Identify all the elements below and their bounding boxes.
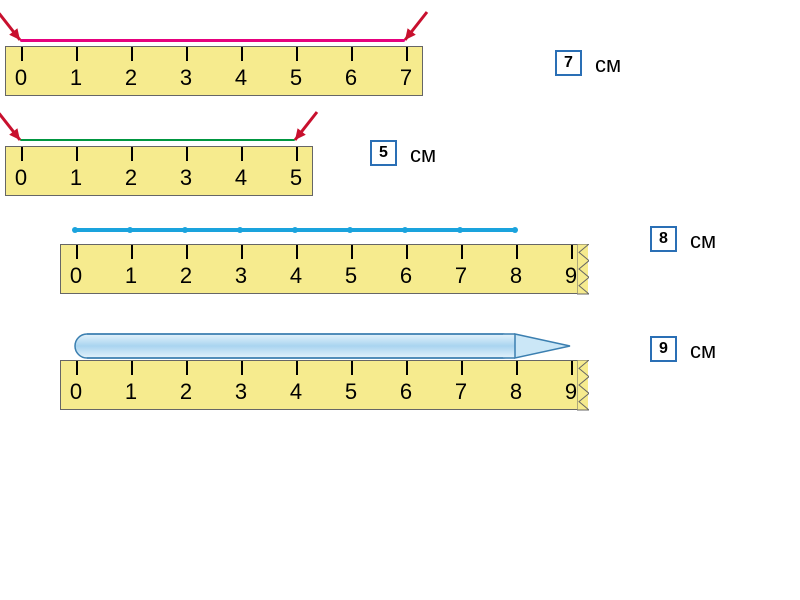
ruler-tick-label: 2 [125, 65, 137, 91]
ruler-tick-label: 0 [15, 65, 27, 91]
ruler-tick [186, 47, 188, 61]
ruler-tick-label: 5 [345, 379, 357, 405]
ruler-tick [76, 47, 78, 61]
ruler-tick-label: 4 [235, 65, 247, 91]
ruler-tick-label: 3 [235, 379, 247, 405]
ruler-tick [516, 245, 518, 259]
ruler-tick-label: 6 [345, 65, 357, 91]
measurement-arrow [280, 97, 340, 157]
ruler-tick [241, 47, 243, 61]
ruler-tick-label: 1 [70, 65, 82, 91]
line-bead [402, 227, 408, 233]
ruler-tick-label: 1 [125, 263, 137, 289]
ruler-tick [131, 147, 133, 161]
ruler-tick-label: 0 [70, 379, 82, 405]
ruler-tick-label: 7 [455, 263, 467, 289]
line-bead [512, 227, 518, 233]
ruler-tick [351, 47, 353, 61]
unit-label: см [595, 52, 621, 78]
measurement-arrow [0, 0, 43, 57]
ruler-tick-label: 3 [235, 263, 247, 289]
ruler-tick [131, 47, 133, 61]
ruler-tick-label: 9 [565, 379, 577, 405]
measurement-arrow [0, 97, 43, 157]
ruler4: 0 1 2 3 4 5 6 7 8 9 [60, 360, 588, 410]
ruler1: 0 1 2 3 4 5 6 7 [5, 46, 423, 96]
line-bead [292, 227, 298, 233]
ruler3: 0 1 2 3 4 5 6 7 8 9 [60, 244, 588, 294]
ruler-tick [76, 147, 78, 161]
answer-box: 7 [555, 50, 582, 76]
ruler-tick [296, 47, 298, 61]
line-bead [237, 227, 243, 233]
ruler-tick [131, 361, 133, 375]
ruler-tick [186, 147, 188, 161]
ruler-tick-label: 6 [400, 379, 412, 405]
measured-line [20, 139, 295, 141]
ruler-tick-label: 2 [180, 263, 192, 289]
measurement-arrow [390, 0, 450, 57]
ruler-tick [571, 245, 573, 259]
unit-label: см [690, 338, 716, 364]
ruler-tick-label: 0 [15, 165, 27, 191]
pencil [73, 332, 572, 360]
ruler-tick-label: 7 [400, 65, 412, 91]
ruler-tick [296, 245, 298, 259]
unit-label: см [410, 142, 436, 168]
ruler-tick [76, 245, 78, 259]
ruler-tick [296, 361, 298, 375]
ruler-tick-label: 5 [290, 65, 302, 91]
ruler-tick-label: 2 [180, 379, 192, 405]
ruler-tick-label: 5 [290, 165, 302, 191]
ruler-tick [76, 361, 78, 375]
answer-box: 5 [370, 140, 397, 166]
ruler-tick [351, 361, 353, 375]
ruler-tick [241, 147, 243, 161]
measured-line [20, 39, 405, 42]
ruler-tick-label: 1 [125, 379, 137, 405]
ruler-tick-label: 5 [345, 263, 357, 289]
unit-label: см [690, 228, 716, 254]
ruler-tick-label: 8 [510, 379, 522, 405]
ruler-tick-label: 4 [290, 379, 302, 405]
line-bead [72, 227, 78, 233]
ruler-tick [461, 361, 463, 375]
line-bead [457, 227, 463, 233]
line-bead [127, 227, 133, 233]
ruler-tick [351, 245, 353, 259]
ruler2: 0 1 2 3 4 5 [5, 146, 313, 196]
ruler-tick [516, 361, 518, 375]
answer-box: 8 [650, 226, 677, 252]
ruler-tick [406, 361, 408, 375]
ruler-tick-label: 6 [400, 263, 412, 289]
ruler-tick-label: 7 [455, 379, 467, 405]
ruler-tick-label: 4 [235, 165, 247, 191]
ruler-tick [241, 361, 243, 375]
ruler-tick [241, 245, 243, 259]
ruler-tick-label: 9 [565, 263, 577, 289]
ruler-tick [186, 245, 188, 259]
ruler-tick [131, 245, 133, 259]
ruler-tick [186, 361, 188, 375]
ruler-tick-label: 4 [290, 263, 302, 289]
ruler-tick-label: 0 [70, 263, 82, 289]
line-bead [347, 227, 353, 233]
ruler-tick-label: 3 [180, 165, 192, 191]
ruler-tick-label: 3 [180, 65, 192, 91]
line-bead [182, 227, 188, 233]
ruler-tick [406, 245, 408, 259]
ruler-tick [461, 245, 463, 259]
ruler-tick-label: 1 [70, 165, 82, 191]
ruler-tick [571, 361, 573, 375]
ruler-tick-label: 8 [510, 263, 522, 289]
answer-box: 9 [650, 336, 677, 362]
ruler-tick-label: 2 [125, 165, 137, 191]
